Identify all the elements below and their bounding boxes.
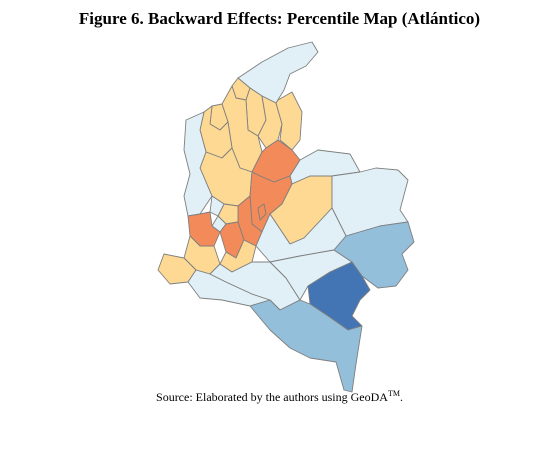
source-text: Source: Elaborated by the authors using …	[156, 390, 388, 404]
figure-title: Figure 6. Backward Effects: Percentile M…	[78, 9, 481, 28]
source-caption: Source: Elaborated by the authors using …	[0, 389, 559, 405]
source-suffix: .	[399, 390, 403, 404]
region-bogota	[257, 203, 267, 221]
region-amazonas	[249, 299, 363, 393]
source-superscript: TM	[387, 389, 400, 398]
